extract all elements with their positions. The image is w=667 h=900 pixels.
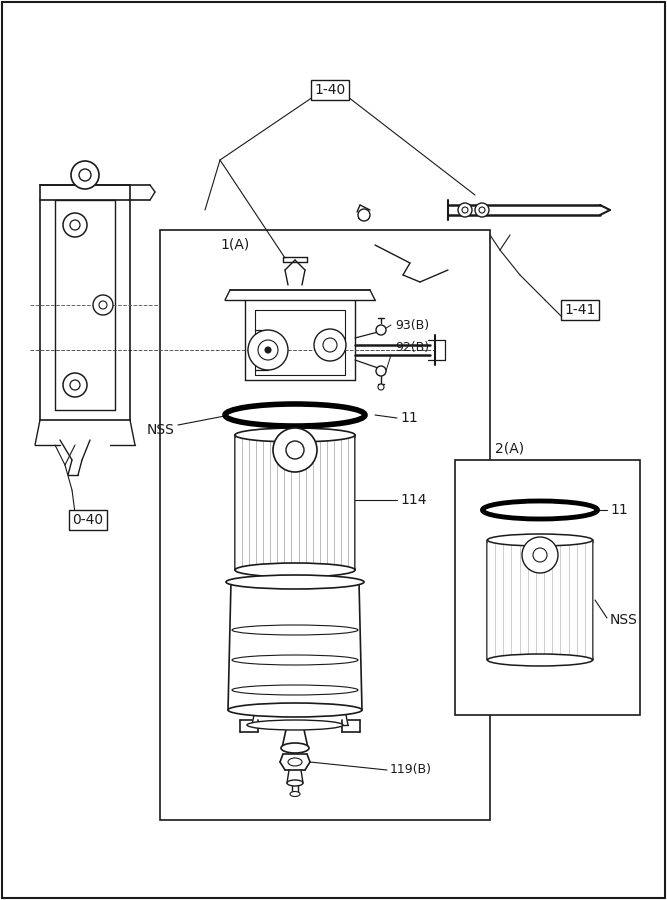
Circle shape: [323, 338, 337, 352]
Circle shape: [258, 340, 278, 360]
Ellipse shape: [235, 428, 355, 442]
Circle shape: [70, 220, 80, 230]
Ellipse shape: [287, 780, 303, 786]
Ellipse shape: [482, 501, 598, 519]
Text: 1-41: 1-41: [564, 303, 596, 317]
Circle shape: [93, 295, 113, 315]
Text: 1(A): 1(A): [220, 238, 249, 252]
Ellipse shape: [235, 563, 355, 577]
Ellipse shape: [488, 654, 592, 666]
Circle shape: [79, 169, 91, 181]
Circle shape: [462, 207, 468, 213]
Circle shape: [273, 428, 317, 472]
Text: 0-40: 0-40: [73, 513, 103, 527]
Text: NSS: NSS: [147, 423, 175, 437]
Circle shape: [314, 329, 346, 361]
Circle shape: [376, 325, 386, 335]
Text: NSS: NSS: [610, 613, 638, 627]
Circle shape: [458, 203, 472, 217]
Bar: [455, 460, 640, 715]
Circle shape: [286, 441, 304, 459]
Text: 2(A): 2(A): [496, 441, 524, 455]
Text: 119(B): 119(B): [390, 763, 432, 777]
Text: 93(B): 93(B): [395, 319, 429, 331]
Circle shape: [99, 301, 107, 309]
Circle shape: [376, 366, 386, 376]
Text: 1-40: 1-40: [314, 83, 346, 97]
Ellipse shape: [226, 575, 364, 589]
Circle shape: [248, 330, 288, 370]
Ellipse shape: [288, 758, 302, 766]
Ellipse shape: [281, 743, 309, 753]
Circle shape: [378, 384, 384, 390]
Bar: [160, 230, 490, 820]
Ellipse shape: [225, 404, 365, 426]
Ellipse shape: [228, 703, 362, 717]
Circle shape: [265, 347, 271, 353]
Circle shape: [71, 161, 99, 189]
Circle shape: [63, 373, 87, 397]
Circle shape: [533, 548, 547, 562]
Ellipse shape: [247, 720, 343, 730]
Text: 114: 114: [400, 493, 426, 507]
Text: 11: 11: [400, 411, 418, 425]
Ellipse shape: [290, 791, 300, 796]
Circle shape: [358, 209, 370, 221]
Circle shape: [522, 537, 558, 573]
Text: 11: 11: [610, 503, 628, 517]
Circle shape: [70, 380, 80, 390]
Text: 92(B): 92(B): [395, 341, 429, 355]
Ellipse shape: [488, 534, 592, 546]
Circle shape: [63, 213, 87, 237]
Circle shape: [479, 207, 485, 213]
Circle shape: [475, 203, 489, 217]
